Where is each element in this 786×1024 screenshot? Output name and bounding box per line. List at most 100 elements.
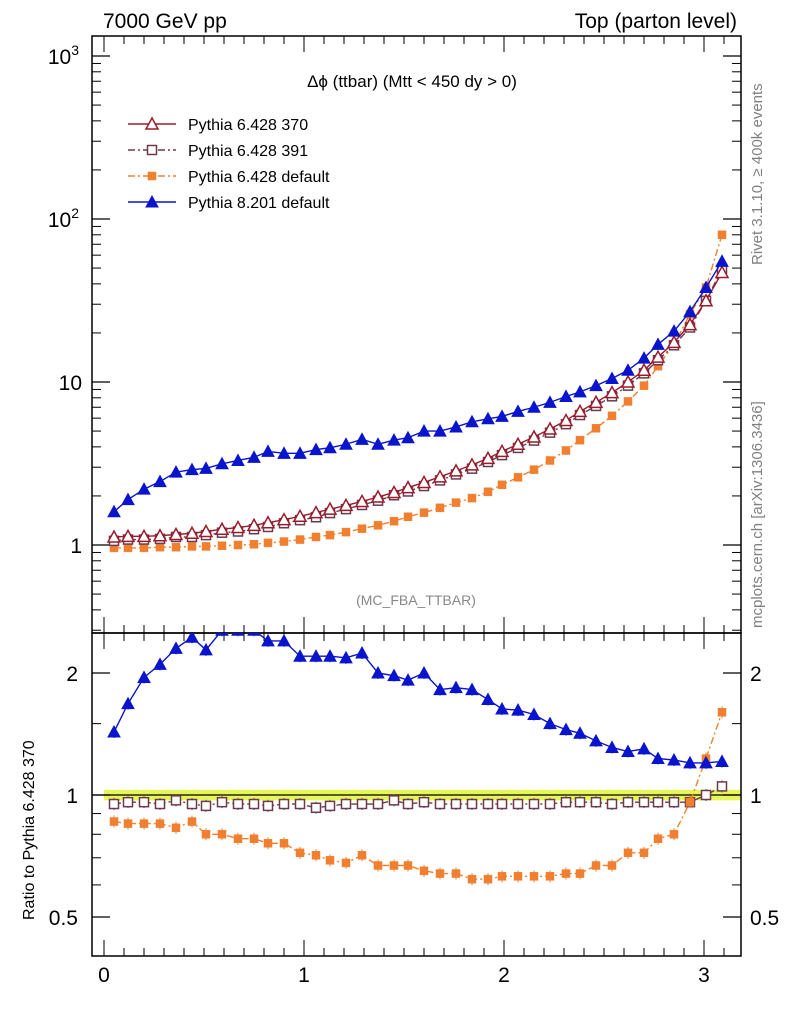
main-data-point [494, 443, 510, 458]
ratio-data-point [482, 798, 494, 810]
main-series-layer [106, 230, 730, 553]
ratio-data-point [279, 839, 289, 848]
main-data-point [341, 527, 351, 537]
ratio-data-point [216, 796, 228, 808]
ratio-data-point [107, 724, 121, 738]
legend-label: Pythia 6.428 default [188, 169, 330, 186]
ratio-data-point [652, 796, 664, 808]
main-data-point [604, 385, 620, 399]
main-data-point [542, 421, 558, 435]
plot-title: Δϕ (ttbar) (Mtt < 450 dy > 0) [307, 72, 517, 91]
ratio-data-point [309, 649, 323, 662]
ratio-data-point [418, 796, 430, 808]
xtick-label: 0 [98, 964, 110, 987]
legend-entry: Pythia 6.428 391 [128, 143, 308, 160]
main-data-point [526, 429, 542, 443]
ratio-data-point [217, 830, 227, 839]
main-data-point [465, 414, 479, 428]
ratio-data-point [215, 633, 229, 636]
main-data-point [637, 351, 651, 364]
main-data-point [322, 501, 338, 515]
ratio-data-point [247, 633, 261, 636]
legend-marker [147, 171, 157, 181]
main-data-point [323, 440, 337, 454]
main-data-point [325, 530, 335, 540]
ratio-data-point [497, 872, 507, 881]
ratio-data-point [310, 802, 322, 814]
ratio-data-point [545, 872, 555, 881]
main-data-point [591, 424, 601, 433]
ratio-ytick-label-right: 2 [750, 663, 762, 686]
main-data-point [419, 508, 429, 517]
main-data-point [168, 526, 184, 541]
main-data-point [263, 538, 273, 548]
main-data-point [651, 337, 665, 350]
main-data-point [467, 493, 477, 503]
main-data-point [293, 446, 307, 459]
main-data-point [107, 504, 121, 518]
ratio-data-point [122, 796, 134, 808]
main-data-point [276, 512, 292, 526]
ratio-data-point [171, 823, 181, 833]
main-data-point [292, 508, 308, 523]
xtick-label: 3 [698, 964, 710, 987]
main-data-point [527, 400, 541, 413]
ratio-data-point [185, 633, 199, 643]
main-data-point [260, 515, 276, 529]
main-data-point [171, 542, 181, 552]
main-data-point [136, 528, 152, 543]
ratio-data-point [278, 798, 290, 810]
main-data-point [169, 465, 183, 478]
ratio-series-line [113, 633, 723, 764]
header-right: Top (parton level) [575, 10, 737, 33]
ratio-series-line [113, 785, 723, 809]
ratio-data-point [451, 869, 461, 878]
ratio-data-point [401, 673, 415, 686]
main-series-2 [106, 264, 730, 543]
mcplots-label: mcplots.cern.ch [arXiv:1306.3436] [749, 401, 766, 628]
main-data-point [495, 409, 509, 422]
main-data-point [699, 280, 713, 293]
main-data-point [137, 482, 151, 495]
ratio-ytick-label: 2 [66, 663, 78, 686]
ratio-series-line [113, 712, 723, 880]
ratio-data-point [169, 641, 183, 654]
main-data-point [588, 394, 604, 409]
ratio-data-point [417, 665, 431, 679]
ratio-data-point [294, 798, 306, 810]
ratio-data-point [544, 798, 556, 810]
ratio-data-point [607, 861, 617, 870]
ratio-data-point [295, 848, 305, 858]
main-data-point [233, 540, 243, 550]
ratio-data-point [450, 798, 462, 810]
main-data-point [483, 487, 493, 497]
ratio-data-point [138, 796, 150, 808]
ratio-data-point [434, 798, 446, 810]
ratio-data-point [187, 817, 197, 826]
ratio-data-point [323, 649, 337, 662]
main-data-point [620, 374, 636, 388]
ratio-axes: 0.5 0.5 1 1 2 2 0 1 2 3 [49, 633, 779, 987]
main-data-point [715, 254, 729, 267]
main-data-point [389, 516, 399, 526]
ratio-data-point [575, 869, 585, 878]
main-data-point [714, 264, 730, 279]
ratio-data-point [699, 755, 713, 769]
main-data-point [717, 230, 727, 240]
ratio-data-point [638, 796, 650, 808]
main-data-point [355, 432, 369, 445]
ratio-data-point [324, 800, 336, 812]
legend: Pythia 6.428 370 Pythia 6.428 391 Pythia 6… [128, 116, 330, 212]
main-data-point [621, 363, 635, 376]
main-data-point [231, 453, 245, 466]
ratio-data-point [543, 716, 557, 730]
ratio-data-point [123, 819, 133, 828]
main-data-point [277, 446, 291, 459]
main-data-point [636, 362, 652, 377]
main-data-point [416, 474, 432, 489]
main-series-0 [109, 230, 727, 553]
ratio-data-point [715, 754, 729, 767]
ratio-data-point [277, 633, 291, 647]
main-series-line [114, 234, 723, 549]
main-data-point [432, 469, 448, 483]
